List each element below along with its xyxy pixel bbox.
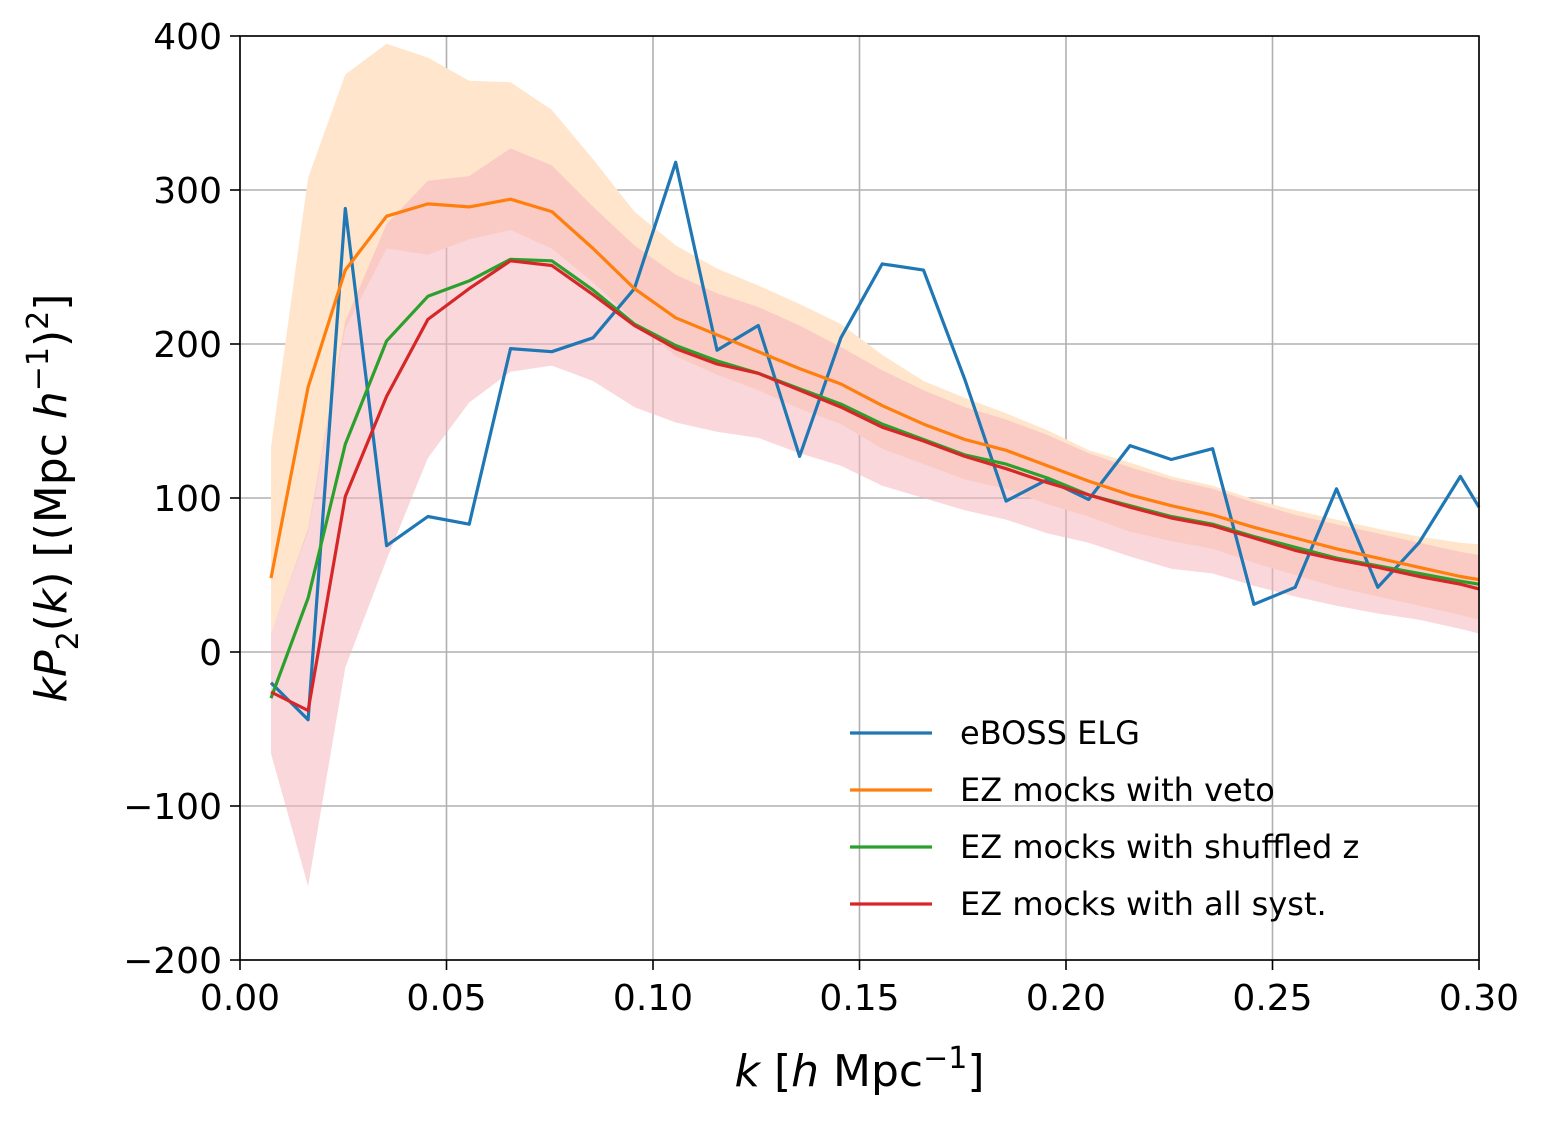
y-tick-label-1: −100 — [123, 787, 222, 828]
y-tick-label-2: 0 — [199, 633, 222, 674]
x-tick-label-2: 0.10 — [613, 978, 693, 1019]
legend: eBOSS ELG EZ mocks with veto EZ mocks with… — [850, 714, 1359, 923]
legend-label-3: EZ mocks with all syst. — [960, 885, 1327, 923]
y-tick-label-5: 300 — [153, 171, 222, 212]
series-lines — [269, 160, 1481, 722]
x-axis-label: k [h Mpc−1] — [734, 1041, 984, 1097]
y-tick-label-6: 400 — [153, 17, 222, 58]
x-tick-label-1: 0.05 — [406, 978, 486, 1019]
legend-label-2: EZ mocks with shuffled z — [960, 828, 1359, 866]
series-line-0 — [269, 160, 1481, 722]
series-line-3 — [270, 259, 1480, 713]
y-tick-label-0: −200 — [123, 941, 222, 982]
confidence-bands — [271, 43, 1479, 887]
x-tick-label-0: 0.00 — [200, 978, 280, 1019]
x-tick-label-4: 0.20 — [1026, 978, 1106, 1019]
x-tick-label-3: 0.15 — [819, 978, 899, 1019]
series-line-1 — [269, 197, 1480, 582]
x-tick-label-6: 0.30 — [1439, 978, 1519, 1019]
x-tick-label-5: 0.25 — [1232, 978, 1312, 1019]
legend-label-1: EZ mocks with veto — [960, 771, 1275, 809]
axis-ticks: 0.00 0.05 0.10 0.15 0.20 0.25 0.30 −200 −100 0 100… — [123, 17, 1519, 1019]
y-tick-label-3: 100 — [153, 479, 222, 520]
series-line-2 — [269, 257, 1480, 699]
legend-label-0: eBOSS ELG — [960, 714, 1140, 752]
y-tick-label-4: 200 — [153, 325, 222, 366]
y-axis-label: kP2(k) [(Mpc h−1)2] — [21, 294, 86, 703]
band-series-3 — [271, 148, 1479, 887]
